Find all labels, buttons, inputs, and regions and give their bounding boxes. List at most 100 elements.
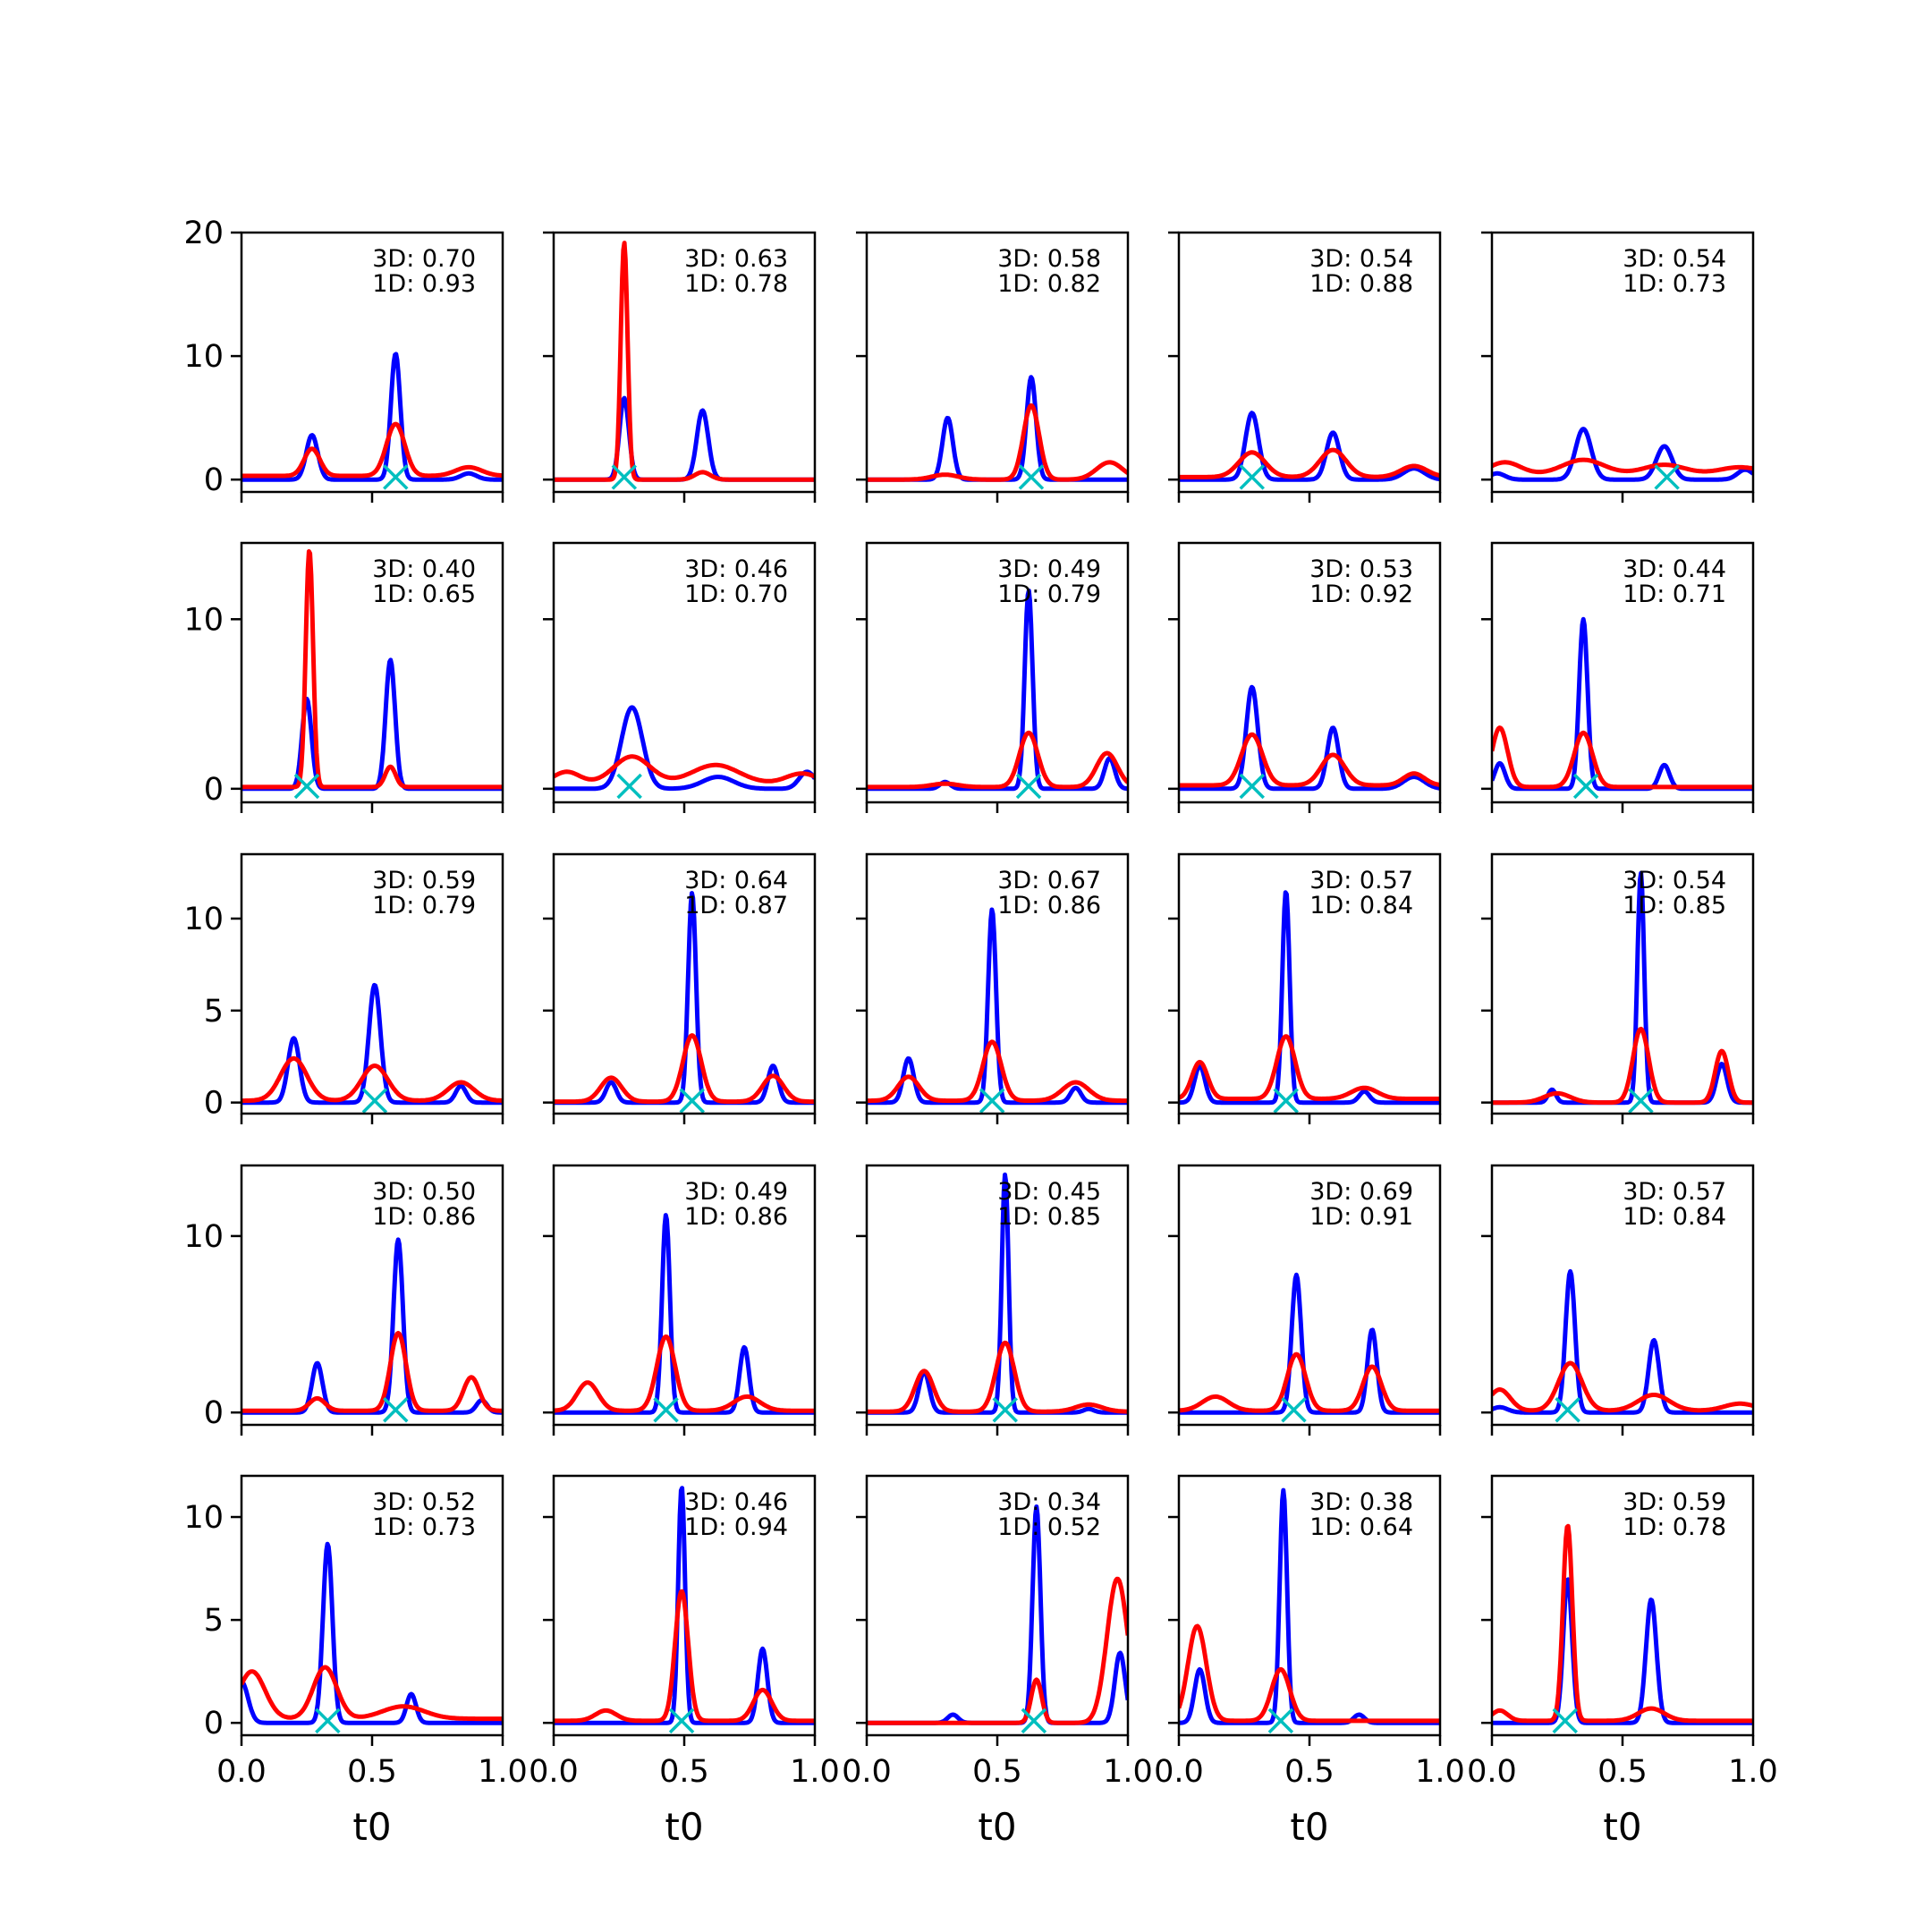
series-red-line [1492, 1026, 1753, 1106]
series-red-line [867, 402, 1128, 482]
series-blue-line [554, 891, 815, 1106]
plot-area [554, 241, 815, 490]
score-annotation: 1D: 0.82 [997, 270, 1101, 298]
series-blue-line [867, 907, 1128, 1106]
y-tick-label: 0 [204, 1706, 224, 1741]
x-marker [616, 773, 642, 800]
plot-area [1492, 427, 1753, 490]
x-marker [1015, 773, 1042, 800]
series-blue-line [1179, 684, 1440, 792]
score-annotation: 1D: 0.85 [997, 1203, 1101, 1231]
plot-area [242, 982, 503, 1114]
score-annotation: 1D: 0.79 [997, 580, 1101, 608]
x-marker [293, 773, 320, 800]
series-blue-line [1179, 411, 1440, 482]
series-red-line [1492, 1523, 1753, 1724]
score-annotation: 1D: 0.92 [1309, 580, 1413, 608]
score-annotation: 3D: 0.44 [1623, 555, 1726, 583]
series-red-line [867, 730, 1128, 790]
x-marker [1273, 1088, 1299, 1114]
series-blue-line [242, 352, 503, 482]
x-axis-label: t0 [352, 1805, 391, 1849]
y-tick-label: 10 [183, 1500, 224, 1536]
plot-area [242, 549, 503, 800]
x-marker [653, 1396, 679, 1423]
y-tick-label: 10 [183, 902, 224, 937]
score-annotation: 3D: 0.67 [997, 867, 1101, 894]
y-tick-label: 0 [204, 462, 224, 498]
score-annotation: 1D: 0.64 [1309, 1513, 1413, 1541]
score-annotation: 1D: 0.86 [372, 1203, 476, 1231]
series-blue-line [1492, 870, 1753, 1106]
x-marker [611, 464, 638, 490]
series-blue-line [554, 1213, 815, 1415]
plot-area [242, 1237, 503, 1423]
series-red-line [867, 1340, 1128, 1414]
series-red-line [1179, 1034, 1440, 1101]
series-blue-line [1179, 1272, 1440, 1415]
series-red-line [554, 241, 815, 482]
score-annotation: 3D: 0.57 [1623, 1178, 1726, 1206]
score-annotation: 3D: 0.46 [684, 555, 788, 583]
score-annotation: 3D: 0.58 [997, 245, 1101, 273]
score-annotation: 1D: 0.84 [1309, 892, 1413, 919]
x-marker [361, 1088, 388, 1114]
series-blue-line [1492, 427, 1753, 482]
y-tick-label: 0 [204, 1395, 224, 1431]
series-red-line [242, 549, 503, 790]
x-tick-label: 0.5 [347, 1754, 397, 1790]
x-tick-label: 1.0 [1415, 1754, 1465, 1790]
series-red-line [554, 1589, 815, 1724]
y-tick-label: 0 [204, 772, 224, 808]
score-annotation: 3D: 0.52 [372, 1488, 476, 1516]
score-annotation: 1D: 0.73 [1623, 270, 1726, 298]
score-annotation: 1D: 0.84 [1623, 1203, 1726, 1231]
y-tick-label: 0 [204, 1086, 224, 1122]
x-marker [1654, 464, 1680, 490]
plot-area [554, 1486, 815, 1734]
score-annotation: 1D: 0.78 [1623, 1513, 1726, 1541]
series-blue-line [554, 705, 815, 792]
x-axis-label: t0 [1603, 1805, 1641, 1849]
plot-area [867, 1172, 1128, 1423]
x-tick-label: 0.5 [1597, 1754, 1648, 1790]
x-tick-label: 1.0 [1103, 1754, 1153, 1790]
x-marker [1021, 1707, 1047, 1734]
series-red-line [242, 1330, 503, 1413]
score-annotation: 3D: 0.54 [1623, 245, 1726, 273]
score-annotation: 1D: 0.94 [684, 1513, 788, 1541]
x-marker [679, 1088, 705, 1114]
score-annotation: 3D: 0.38 [1309, 1488, 1413, 1516]
score-annotation: 3D: 0.49 [997, 555, 1101, 583]
y-tick-label: 10 [183, 1219, 224, 1255]
series-red-line [1492, 725, 1753, 790]
x-tick-label: 0.0 [529, 1754, 579, 1790]
x-marker [1239, 773, 1265, 800]
plot-area [867, 588, 1128, 800]
x-tick-label: 1.0 [790, 1754, 840, 1790]
x-axis-label: t0 [665, 1805, 703, 1849]
score-annotation: 1D: 0.88 [1309, 270, 1413, 298]
y-tick-label: 5 [204, 994, 224, 1030]
score-annotation: 3D: 0.49 [684, 1178, 788, 1206]
series-red-line [554, 1334, 815, 1413]
score-annotation: 3D: 0.34 [997, 1488, 1101, 1516]
score-annotation: 1D: 0.86 [684, 1203, 788, 1231]
plot-area [554, 1213, 815, 1423]
plot-area [1179, 684, 1440, 800]
x-marker [1239, 464, 1265, 490]
plot-area [867, 375, 1128, 490]
